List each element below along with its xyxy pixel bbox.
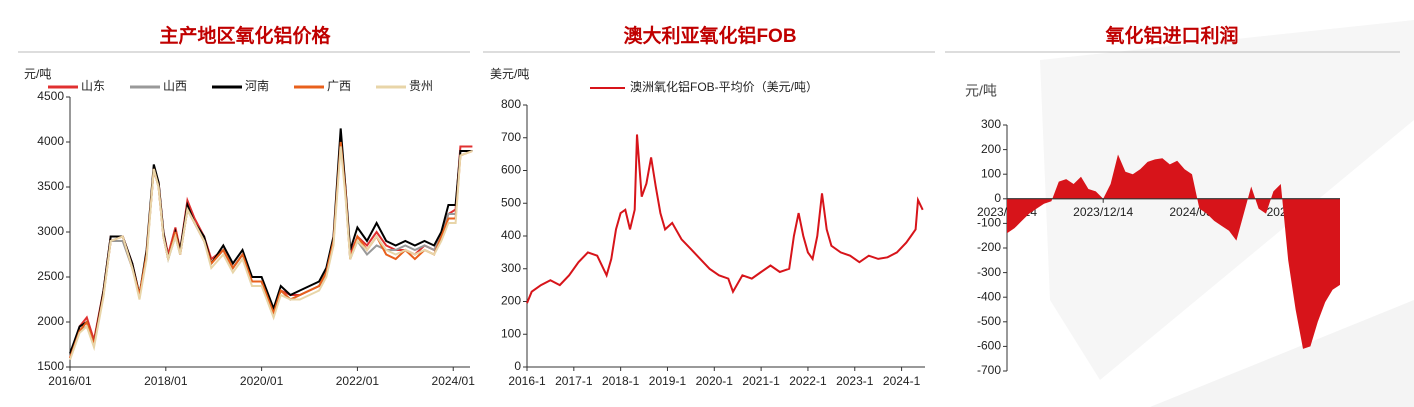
y-unit: 元/吨 [24, 67, 51, 81]
legend-label: 广西 [327, 79, 351, 93]
y-unit: 美元/吨 [490, 67, 529, 81]
x-tick-label: 2022-1 [789, 374, 827, 388]
legend-label: 山西 [163, 79, 187, 93]
series-line [69, 141, 473, 359]
y-tick-label: 200 [501, 294, 521, 308]
y-tick-label: -500 [977, 314, 1001, 328]
y-tick-label: 3500 [37, 179, 64, 193]
series-line [69, 141, 473, 359]
y-tick-label: 100 [501, 326, 521, 340]
y-tick-label: 2500 [37, 269, 64, 283]
y-tick-label: 0 [994, 191, 1001, 205]
x-tick-label: 2019-1 [649, 374, 687, 388]
chart-title: 氧化铝进口利润 [1105, 24, 1238, 47]
x-tick-label: 2023/12/14 [1073, 205, 1133, 219]
y-tick-label: 700 [501, 130, 521, 144]
x-tick-label: 2016/01 [48, 374, 92, 388]
y-tick-label: 0 [514, 359, 521, 373]
y-tick-label: 100 [981, 166, 1001, 180]
background-shape [1150, 300, 1414, 407]
y-tick-label: 200 [981, 142, 1001, 156]
x-tick-label: 2016-1 [508, 374, 546, 388]
series-area [1007, 154, 1340, 349]
x-tick-label: 2022/01 [336, 374, 380, 388]
y-tick-label: 300 [981, 117, 1001, 131]
y-tick-label: 2000 [37, 314, 64, 328]
y-tick-label: 4000 [37, 134, 64, 148]
y-tick-label: 300 [501, 261, 521, 275]
legend-label: 贵州 [409, 79, 433, 93]
chart-title: 澳大利亚氧化铝FOB [623, 24, 796, 47]
series-line [69, 128, 473, 354]
legend-label: 山东 [81, 79, 105, 93]
x-tick-label: 2021-1 [742, 374, 780, 388]
y-tick-label: 500 [501, 195, 521, 209]
y-tick-label: 4500 [37, 89, 64, 103]
series-line [69, 146, 473, 361]
y-tick-label: 800 [501, 97, 521, 111]
y-tick-label: -700 [977, 363, 1001, 377]
y-tick-label: -200 [977, 240, 1001, 254]
x-tick-label: 2018/01 [144, 374, 188, 388]
x-tick-label: 2020-1 [696, 374, 734, 388]
x-tick-label: 2024/01 [432, 374, 476, 388]
chart-title: 主产地区氧化铝价格 [159, 24, 331, 47]
legend-label: 澳洲氧化铝FOB-平均价（美元/吨） [630, 79, 818, 94]
y-unit: 元/吨 [965, 83, 997, 99]
x-tick-label: 2018-1 [602, 374, 640, 388]
legend-label: 河南 [245, 78, 269, 93]
y-tick-label: 600 [501, 163, 521, 177]
y-tick-label: 3000 [37, 224, 64, 238]
x-tick-label: 2023-1 [836, 374, 874, 388]
y-tick-label: -300 [977, 265, 1001, 279]
series-line [526, 134, 924, 304]
y-tick-label: 400 [501, 228, 521, 242]
y-tick-label: -600 [977, 339, 1001, 353]
y-tick-label: 1500 [37, 359, 64, 373]
x-tick-label: 2020/01 [240, 374, 284, 388]
x-tick-label: 2017-1 [555, 374, 593, 388]
x-tick-label: 2024-1 [883, 374, 921, 388]
y-tick-label: -400 [977, 289, 1001, 303]
y-tick-label: -100 [977, 216, 1001, 230]
